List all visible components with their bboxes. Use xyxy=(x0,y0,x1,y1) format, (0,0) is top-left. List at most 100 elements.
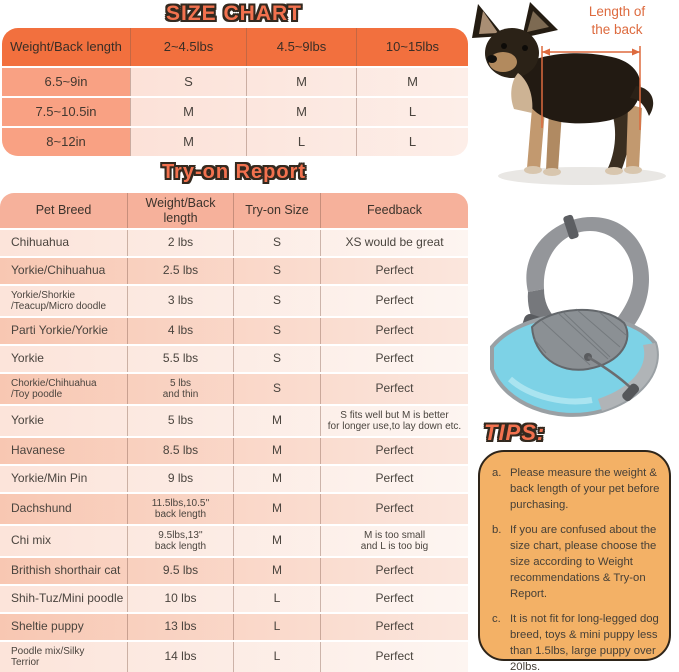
dog-ear-inner xyxy=(527,11,549,32)
bag-right-trim xyxy=(598,343,657,411)
header-cell: 4.5~9lbs xyxy=(246,28,356,66)
table-cell: XS would be great xyxy=(320,230,468,256)
table-row: Havanese 8.5 lbs M Perfect xyxy=(0,436,468,464)
table-row: Chi mix 9.5lbs,13'' back length M M is too … xyxy=(0,524,468,556)
table-cell: Chorkie/Chihuahua /Toy poodle xyxy=(11,377,97,401)
table-cell: M xyxy=(233,466,320,492)
table-cell: 5 lbs and thin xyxy=(127,374,233,404)
table-cell: Perfect xyxy=(320,438,468,464)
header-cell: 10~15lbs xyxy=(356,28,468,66)
tips-box: a. Please measure the weight & back lengt… xyxy=(478,450,671,672)
cord-toggle xyxy=(622,383,640,402)
table-row: Yorkie/Min Pin 9 lbs M Perfect xyxy=(0,464,468,492)
table-cell: S xyxy=(130,68,246,96)
table-row: 6.5~9in S M M xyxy=(2,66,468,96)
table-cell: L xyxy=(246,128,356,156)
table-cell: M xyxy=(130,128,246,156)
table-cell: Yorkie/Shorkie /Teacup/Micro doodle xyxy=(11,289,107,313)
mesh-texture xyxy=(533,308,627,366)
table-row: Dachshund 11.5lbs,10.5'' back length M Perf… xyxy=(0,492,468,524)
arrow-head-left xyxy=(542,48,550,56)
table-cell: Perfect xyxy=(320,318,468,344)
table-cell: Perfect xyxy=(320,346,468,372)
dog-front-leg xyxy=(527,108,545,170)
table-row: Parti Yorkie/Yorkie 4 lbs S Perfect xyxy=(0,316,468,344)
dog-paw xyxy=(624,166,642,174)
table-cell: M xyxy=(233,406,320,436)
table-cell: L xyxy=(233,586,320,612)
table-row: Brithish shorthair cat 9.5 lbs M Perfect xyxy=(0,556,468,584)
table-cell: 5.5 lbs xyxy=(127,346,233,372)
table-cell: Havanese xyxy=(11,443,66,458)
table-row: Chorkie/Chihuahua /Toy poodle 5 lbs and t… xyxy=(0,372,468,404)
table-cell: Yorkie xyxy=(11,413,44,428)
dog-photo: Length of the back xyxy=(470,0,679,196)
table-row: 8~12in M L L xyxy=(2,126,468,156)
dog-paw xyxy=(605,167,623,175)
table-cell: M xyxy=(233,494,320,524)
table-cell: S xyxy=(233,230,320,256)
table-cell: Perfect xyxy=(320,614,468,640)
sling-carrier-photo xyxy=(470,197,679,419)
table-cell: S xyxy=(233,374,320,404)
header-cell: Feedback xyxy=(320,193,468,228)
dog-tail xyxy=(630,86,654,116)
tips-title: TIPS: xyxy=(484,420,546,445)
header-cell: Weight/Back length xyxy=(10,38,122,54)
dog-chest xyxy=(511,73,533,113)
table-row: Yorkie 5.5 lbs S Perfect xyxy=(0,344,468,372)
tips-item: b. If you are confused about the size cha… xyxy=(492,522,660,602)
table-row: Chihuahua 2 lbs S XS would be great xyxy=(0,228,468,256)
dog-rear-leg-2 xyxy=(626,104,642,169)
table-cell: 8~12in xyxy=(2,128,130,156)
tips-item-text: If you are confused about the size chart… xyxy=(510,524,657,601)
table-cell: 5 lbs xyxy=(127,406,233,436)
sling-carrier-illustration xyxy=(490,214,659,417)
table-row: Shih-Tuz/Mini poodle 10 lbs L Perfect xyxy=(0,584,468,612)
table-cell: Perfect xyxy=(320,258,468,284)
tips-item-marker: b. xyxy=(492,524,502,537)
arrow-head-right xyxy=(632,48,640,56)
dog-paw xyxy=(524,166,542,174)
table-row: Poodle mix/Silky Terrior 14 lbs L Perfect xyxy=(0,640,468,672)
dog-ear-inner xyxy=(479,11,498,34)
table-cell: M xyxy=(246,98,356,126)
strap-adjuster xyxy=(563,214,579,240)
tips-item-marker: c. xyxy=(492,613,501,626)
table-cell: M is too small and L is too big xyxy=(320,526,468,556)
table-cell: L xyxy=(356,98,468,126)
table-cell: 9.5lbs,13'' back length xyxy=(127,526,233,556)
table-cell: Perfect xyxy=(320,494,468,524)
table-cell: M xyxy=(233,558,320,584)
table-cell: 3 lbs xyxy=(127,286,233,316)
table-cell: L xyxy=(356,128,468,156)
header-cell: 2~4.5lbs xyxy=(130,28,246,66)
table-cell: Yorkie/Chihuahua xyxy=(11,263,106,278)
table-cell: M xyxy=(356,68,468,96)
table-row: Yorkie/Shorkie /Teacup/Micro doodle 3 lbs… xyxy=(0,284,468,316)
dog-body xyxy=(521,53,641,124)
table-cell: Parti Yorkie/Yorkie xyxy=(11,323,108,338)
table-cell: Perfect xyxy=(320,286,468,316)
table-cell: Perfect xyxy=(320,586,468,612)
size-chart-table: Weight/Back length 2~4.5lbs 4.5~9lbs 10~15l… xyxy=(2,28,468,156)
table-cell: Yorkie/Min Pin xyxy=(11,471,88,486)
table-cell: Perfect xyxy=(320,558,468,584)
table-cell: 9 lbs xyxy=(127,466,233,492)
table-cell: M xyxy=(233,526,320,556)
table-cell: 10 lbs xyxy=(127,586,233,612)
tryon-report-title: Try-on Report xyxy=(161,161,307,183)
tryon-report-table: Pet Breed Weight/Back length Try-on Size Fe… xyxy=(0,193,468,672)
table-row: Yorkie/Chihuahua 2.5 lbs S Perfect xyxy=(0,256,468,284)
dog-eye xyxy=(522,45,528,51)
table-cell: 9.5 lbs xyxy=(127,558,233,584)
table-header-row: Weight/Back length 2~4.5lbs 4.5~9lbs 10~15l… xyxy=(2,28,468,66)
tips-item: c. It is not fit for long-legged dog bree… xyxy=(492,611,660,672)
dog-illustration xyxy=(472,2,666,185)
header-cell: Pet Breed xyxy=(35,203,92,218)
table-cell: Dachshund xyxy=(11,501,72,516)
header-cell: Weight/Back length xyxy=(127,193,233,228)
bag-strap xyxy=(526,217,649,334)
table-cell: M xyxy=(246,68,356,96)
table-row: Sheltie puppy 13 lbs L Perfect xyxy=(0,612,468,640)
